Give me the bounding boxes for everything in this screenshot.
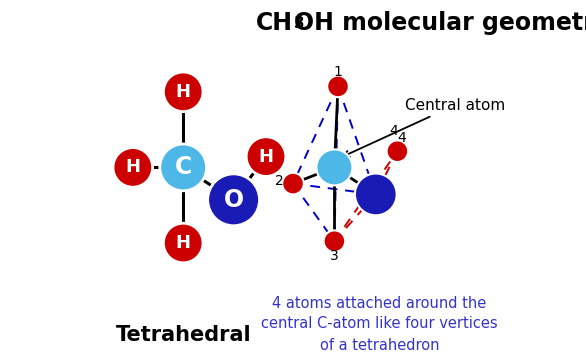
Circle shape (327, 76, 349, 97)
Text: Central atom: Central atom (343, 98, 505, 157)
Ellipse shape (163, 223, 203, 263)
Text: CH: CH (256, 11, 293, 35)
Text: Tetrahedral: Tetrahedral (115, 325, 251, 345)
Circle shape (355, 174, 397, 215)
Circle shape (323, 230, 345, 252)
Circle shape (282, 173, 304, 194)
Text: 4: 4 (397, 131, 406, 144)
Ellipse shape (113, 148, 152, 187)
Text: 4: 4 (390, 125, 398, 138)
Ellipse shape (246, 137, 286, 176)
Circle shape (387, 140, 408, 162)
Ellipse shape (163, 72, 203, 112)
Ellipse shape (207, 174, 260, 226)
Text: OH molecular geometry: OH molecular geometry (294, 11, 586, 35)
Text: 2: 2 (275, 174, 284, 188)
Text: O: O (223, 188, 244, 212)
Text: 4 atoms attached around the
central C-atom like four vertices
of a tetrahedron: 4 atoms attached around the central C-at… (261, 296, 498, 352)
Text: C: C (175, 156, 192, 179)
Text: H: H (176, 234, 190, 252)
Text: 3: 3 (330, 249, 339, 263)
Text: H: H (258, 148, 274, 166)
Ellipse shape (160, 144, 207, 191)
Text: H: H (176, 83, 190, 101)
Circle shape (316, 149, 352, 185)
Text: 3: 3 (294, 16, 304, 31)
Text: 1: 1 (333, 65, 342, 79)
Text: H: H (125, 158, 140, 176)
